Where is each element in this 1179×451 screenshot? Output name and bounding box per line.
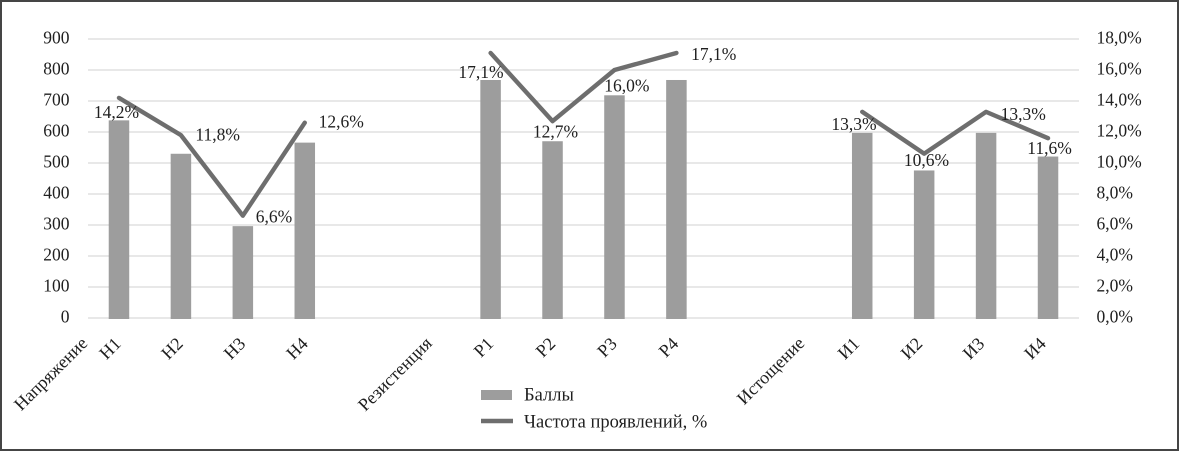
svg-text:300: 300 [43,214,70,234]
svg-text:500: 500 [43,152,70,172]
svg-text:100: 100 [43,276,70,296]
svg-text:0,0%: 0,0% [1097,307,1133,327]
svg-text:16,0%: 16,0% [604,75,649,95]
svg-text:200: 200 [43,245,70,265]
svg-text:12,7%: 12,7% [533,122,578,142]
svg-text:6,6%: 6,6% [256,206,292,226]
svg-text:0: 0 [61,307,70,327]
svg-text:4,0%: 4,0% [1097,245,1133,265]
svg-text:14,2%: 14,2% [94,102,139,122]
svg-text:17,1%: 17,1% [458,62,503,82]
svg-text:8,0%: 8,0% [1097,183,1133,203]
svg-text:11,6%: 11,6% [1027,138,1072,158]
svg-text:11,8%: 11,8% [195,125,240,145]
svg-text:2,0%: 2,0% [1097,276,1133,296]
svg-text:13,3%: 13,3% [831,114,876,134]
svg-text:Частота проявлений, %: Частота проявлений, % [524,413,707,433]
svg-text:18,0%: 18,0% [1097,28,1142,48]
svg-text:800: 800 [43,59,70,79]
svg-text:Баллы: Баллы [524,386,574,406]
svg-text:900: 900 [43,28,70,48]
svg-text:16,0%: 16,0% [1097,59,1142,79]
svg-text:12,0%: 12,0% [1097,121,1142,141]
svg-text:13,3%: 13,3% [1001,104,1046,124]
svg-text:700: 700 [43,90,70,110]
svg-text:10,6%: 10,6% [904,150,949,170]
svg-text:17,1%: 17,1% [691,44,736,64]
svg-text:12,6%: 12,6% [319,112,364,132]
svg-text:400: 400 [43,183,70,203]
svg-text:14,0%: 14,0% [1097,90,1142,110]
svg-text:6,0%: 6,0% [1097,214,1133,234]
svg-text:10,0%: 10,0% [1097,152,1142,172]
svg-text:600: 600 [43,121,70,141]
